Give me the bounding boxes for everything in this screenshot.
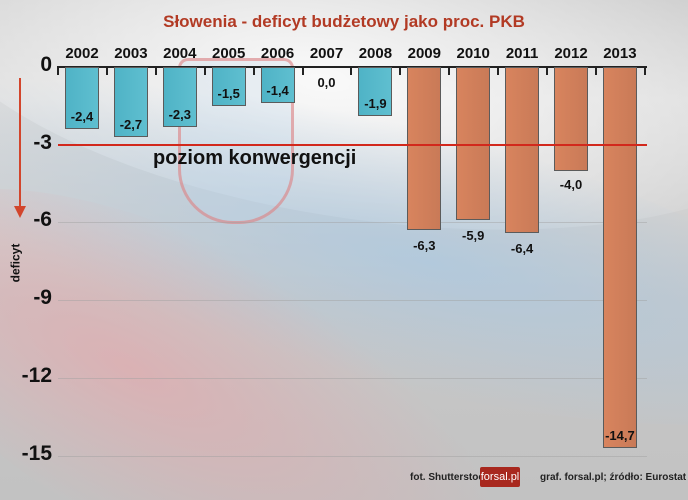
value-label: -1,4 [266,83,289,99]
gridline [58,377,647,379]
x-tick-label: 2010 [456,45,490,62]
bar-2011 [505,67,540,233]
value-label: -2,7 [119,116,143,132]
bar-2004 [162,67,197,127]
x-tick [252,66,255,75]
x-tick [154,66,157,75]
x-tick-label: 2006 [260,45,295,62]
bar-2006 [260,67,295,104]
x-tick [399,66,402,75]
bar-2008 [358,67,393,117]
value-label: -2,4 [70,109,94,125]
convergence-line [58,143,647,146]
bar-2003 [113,67,148,137]
x-tick-label: 2012 [554,45,588,62]
x-tick [350,66,353,75]
y-axis-title: deficyt [8,243,23,283]
x-tick [643,66,646,75]
x-tick-label: 2003 [114,45,148,62]
gridline [58,300,647,302]
y-tick-label: -9 [33,286,52,310]
bar-2005 [211,67,246,106]
x-tick-label: 2013 [603,45,637,62]
y-tick-label: -3 [33,130,52,154]
x-tick-label: 2002 [65,45,99,62]
x-tick-label: 2005 [212,45,246,62]
value-label: -6,4 [510,240,534,256]
bar-2012 [554,67,588,171]
source-credit: graf. forsal.pl; źródło: Eurostat [540,472,687,483]
value-label: 0,0 [317,75,336,90]
x-tick [448,66,451,75]
x-tick-label: 2004 [163,45,197,62]
value-label: -2,3 [168,106,191,122]
value-label: -1,9 [364,96,387,112]
x-tick [301,66,304,75]
value-label: -6,3 [413,238,436,254]
convergence-label: poziom konwergencji [153,147,357,169]
photo-credit: fot. Shutterstock [410,472,490,483]
x-tick [497,66,500,75]
x-tick [203,66,206,75]
gridline [58,222,647,224]
bar-2009 [407,67,442,231]
bar-2010 [456,67,491,220]
value-label: -1,5 [217,85,240,101]
x-tick-label: 2011 [505,45,539,62]
value-label: -14,7 [605,427,635,443]
value-label: -4,0 [559,176,583,192]
bar-2013 [602,67,637,448]
x-axis-line [58,66,647,68]
y-axis-arrow-shaft [19,78,21,208]
y-tick-label: -6 [33,208,52,232]
x-tick [546,66,548,75]
y-tick-label: -15 [21,441,52,465]
gridline [58,455,647,457]
x-tick [594,66,597,75]
chart-title: Słowenia - deficyt budżetowy jako proc. … [163,12,525,31]
forsal-logo: forsal.pl [480,467,520,487]
x-tick [57,66,59,75]
bar-2002 [65,67,99,130]
y-tick-label: -12 [21,363,52,387]
value-label: -5,9 [461,227,485,243]
y-tick-label: 0 [40,53,52,76]
x-tick-label: 2008 [358,45,393,62]
x-tick-label: 2009 [407,45,441,62]
x-tick-label: 2007 [309,45,344,62]
x-tick [105,66,108,75]
down-arrow-icon [14,206,26,218]
